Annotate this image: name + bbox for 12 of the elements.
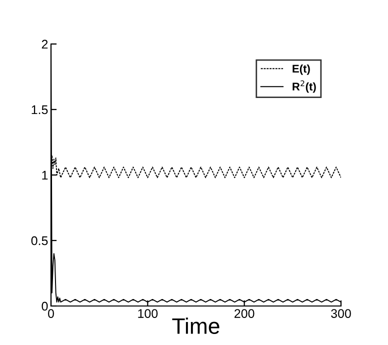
x-tick-label: 200 <box>234 309 254 318</box>
y-tick-label: 2 <box>42 40 48 49</box>
x-tick-label: 100 <box>138 309 158 318</box>
x-axis-title: Time <box>172 318 220 334</box>
x-tick-label: 0 <box>48 309 54 318</box>
y-tick-label: 1.5 <box>32 105 48 114</box>
y-tick-label: 0 <box>42 302 48 311</box>
legend-label: R$^{2}$(t) <box>292 80 316 93</box>
y-tick-label: 0.5 <box>31 236 48 246</box>
x-tick-label: 300 <box>331 309 351 318</box>
legend-label: E(t) <box>292 64 310 75</box>
y-tick-label: 1 <box>42 170 48 180</box>
